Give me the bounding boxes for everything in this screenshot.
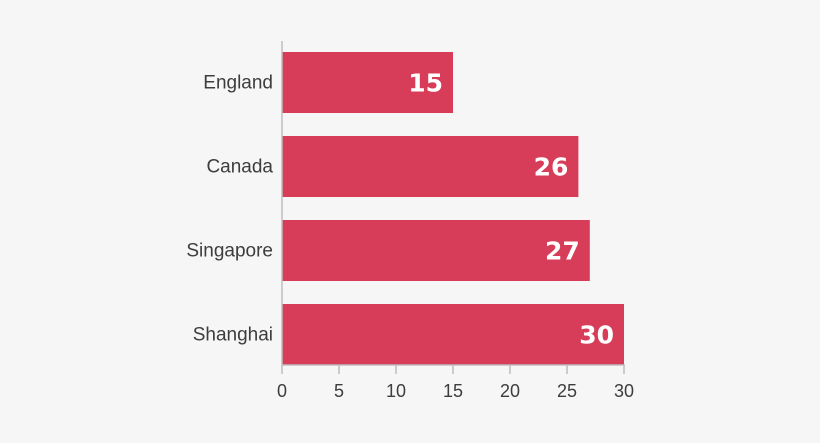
x-tick-label: 0 <box>277 381 287 401</box>
bar-england <box>282 52 453 113</box>
x-tick-label: 25 <box>557 381 577 401</box>
category-label: Singapore <box>186 241 273 262</box>
bar-value-label: 30 <box>579 321 614 350</box>
x-tick-label: 30 <box>614 381 634 401</box>
category-label: England <box>203 73 273 94</box>
bar-singapore <box>282 220 590 281</box>
category-label: Canada <box>206 157 273 178</box>
x-tick-label: 15 <box>443 381 463 401</box>
bar-shanghai <box>282 304 624 365</box>
axis-layer <box>281 41 625 374</box>
x-tick-label: 10 <box>386 381 406 401</box>
bar-value-label: 26 <box>534 153 569 182</box>
bars-layer <box>282 52 624 365</box>
bar-value-label: 15 <box>408 69 443 98</box>
x-tick-label: 5 <box>334 381 344 401</box>
x-tick-label: 20 <box>500 381 520 401</box>
bar-value-label: 27 <box>545 237 580 266</box>
labels-layer: 15 England 26 Canada 27 Singapore 30 Shanghai 0 5… <box>186 69 634 402</box>
category-label: Shanghai <box>193 325 273 346</box>
bar-canada <box>282 136 579 197</box>
